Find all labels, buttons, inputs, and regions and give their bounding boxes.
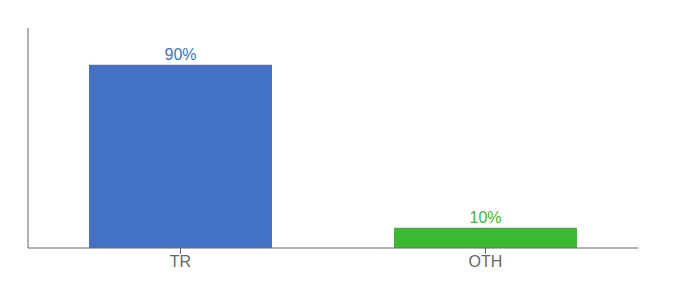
svg-text:TR: TR (170, 253, 191, 270)
svg-text:90%: 90% (164, 46, 196, 63)
svg-text:OTH: OTH (469, 253, 503, 270)
svg-text:10%: 10% (469, 209, 501, 226)
